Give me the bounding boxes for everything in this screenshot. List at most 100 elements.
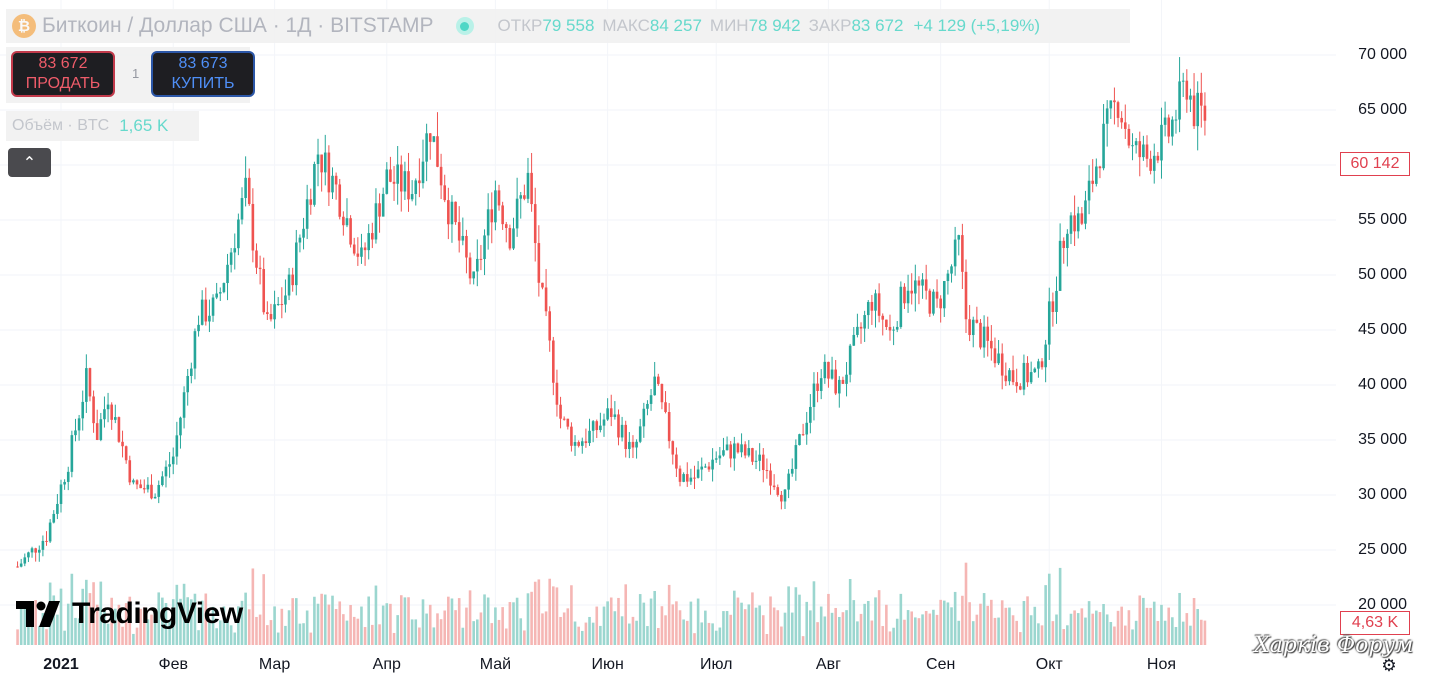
candle-body xyxy=(628,441,631,450)
market-status-icon[interactable] xyxy=(455,17,474,35)
volume-bar xyxy=(135,627,139,645)
volume-bar xyxy=(573,621,577,645)
volume-bar xyxy=(657,627,660,645)
volume-bar xyxy=(1019,632,1022,645)
volume-bar xyxy=(729,614,732,645)
volume-bar xyxy=(168,621,171,645)
candle-body xyxy=(124,446,128,461)
volume-bar xyxy=(237,606,240,645)
candle-body xyxy=(1040,361,1044,368)
candle-body xyxy=(946,273,950,282)
volume-bar xyxy=(512,602,515,645)
candle-body xyxy=(917,280,921,286)
volume-bar xyxy=(504,628,508,645)
volume-bar xyxy=(99,581,103,645)
candle-body xyxy=(1102,123,1105,169)
symbol-title[interactable]: Биткоин / Доллар США · 1Д · BITSTAMP xyxy=(42,14,434,37)
candle-body xyxy=(1134,141,1138,146)
volume-bar xyxy=(790,612,794,645)
time-tick-label: Май xyxy=(479,656,512,673)
candle-body xyxy=(465,235,468,258)
volume-bar xyxy=(190,599,193,645)
candle-body xyxy=(121,441,124,447)
candle-body xyxy=(99,419,103,440)
volume-bar xyxy=(421,599,425,645)
volume-bar xyxy=(638,594,642,645)
volume-bar xyxy=(685,620,689,645)
volume-bar xyxy=(856,621,859,645)
candle-body xyxy=(273,304,276,320)
candle-body xyxy=(349,218,352,245)
volume-bar xyxy=(70,573,74,645)
candle-body xyxy=(338,184,342,217)
volume-bar xyxy=(208,619,211,645)
candle-body xyxy=(295,242,298,286)
candle-body xyxy=(1022,362,1026,390)
candle-body xyxy=(490,209,494,223)
candle-body xyxy=(1058,240,1062,291)
volume-bar xyxy=(870,620,874,645)
candle-body xyxy=(526,172,530,199)
symbol-legend: ₿ Биткоин / Доллар США · 1Д · BITSTAMP О… xyxy=(6,9,1130,43)
volume-bar xyxy=(747,604,751,645)
volume-bar xyxy=(146,619,150,645)
candle-body xyxy=(700,466,704,470)
volume-bar xyxy=(327,604,331,645)
sell-button[interactable]: 83 672 ПРОДАТЬ xyxy=(11,51,115,97)
time-tick-label: Окт xyxy=(1035,656,1063,673)
volume-bar xyxy=(950,607,953,645)
volume-bar xyxy=(523,630,526,645)
volume-bar xyxy=(356,618,360,645)
candle-body xyxy=(711,459,714,470)
buy-button[interactable]: 83 673 КУПИТЬ xyxy=(151,51,255,97)
candle-body xyxy=(1145,144,1149,159)
volume-bar xyxy=(754,607,758,645)
volume-bar xyxy=(827,593,830,645)
volume-bar xyxy=(66,603,70,645)
candle-body xyxy=(664,402,667,413)
volume-bar xyxy=(613,611,617,645)
candle-body xyxy=(193,331,197,369)
volume-bar xyxy=(812,581,816,645)
volume-bar xyxy=(454,610,457,645)
candle-body xyxy=(305,199,309,229)
candle-body xyxy=(1000,353,1004,376)
collapse-legend-button[interactable]: ⌃ xyxy=(8,148,51,177)
volume-bar xyxy=(1181,621,1185,645)
volume-bar xyxy=(588,616,591,645)
volume-bar xyxy=(269,620,273,645)
settings-icon[interactable]: ⚙ xyxy=(1381,656,1397,675)
candle-body xyxy=(251,203,255,251)
price-tick-label: 55 000 xyxy=(1358,211,1407,228)
volume-bar xyxy=(577,626,580,645)
volume-bar xyxy=(374,585,378,645)
volume-bar xyxy=(1098,612,1102,645)
volume-bar xyxy=(515,597,519,645)
volume-bar xyxy=(566,608,570,645)
volume-bar xyxy=(816,622,819,645)
candle-body xyxy=(443,185,447,201)
candle-body xyxy=(903,286,906,304)
volume-bar xyxy=(110,597,113,645)
volume-bar xyxy=(121,626,124,645)
candle-body xyxy=(399,164,403,192)
volume-bar xyxy=(447,596,450,645)
candle-body xyxy=(352,244,356,254)
volume-bar xyxy=(1084,617,1087,645)
tradingview-logo[interactable]: TradingView xyxy=(16,596,243,632)
volume-bar xyxy=(1066,625,1069,645)
candle-body xyxy=(899,286,903,327)
volume-bar xyxy=(707,622,711,645)
candle-body xyxy=(783,489,787,502)
volume-tag: 4,63 K xyxy=(1340,611,1410,635)
volume-bar xyxy=(1076,613,1080,645)
volume-bar xyxy=(544,611,548,645)
volume-bar xyxy=(222,606,226,645)
candle-body xyxy=(302,228,305,238)
candle-body xyxy=(573,442,577,446)
volume-bar xyxy=(266,625,269,645)
candle-body xyxy=(66,471,70,482)
candle-body xyxy=(877,293,881,316)
candle-body xyxy=(200,299,204,325)
